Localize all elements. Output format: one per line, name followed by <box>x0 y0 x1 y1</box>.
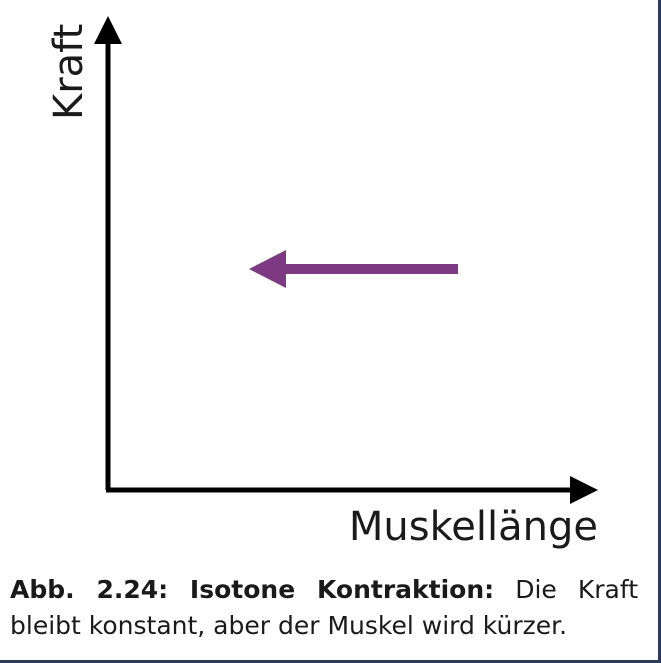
contraction-arrow-head <box>249 250 286 288</box>
caption-text: Die Kraft bleibt konstant, aber der Musk… <box>10 575 639 640</box>
y-axis-arrowhead <box>94 16 122 44</box>
figure-caption: Abb. 2.24: Isotone Kontraktion: Die Kraf… <box>10 572 638 644</box>
x-axis-arrowhead <box>570 476 598 504</box>
y-axis-label: Kraft <box>46 24 92 120</box>
caption-label: Abb. 2.24: Isotone Kontraktion: <box>10 575 495 604</box>
isotonic-contraction-diagram: Kraft Muskellänge <box>46 16 598 550</box>
x-axis-label: Muskellänge <box>349 504 598 550</box>
